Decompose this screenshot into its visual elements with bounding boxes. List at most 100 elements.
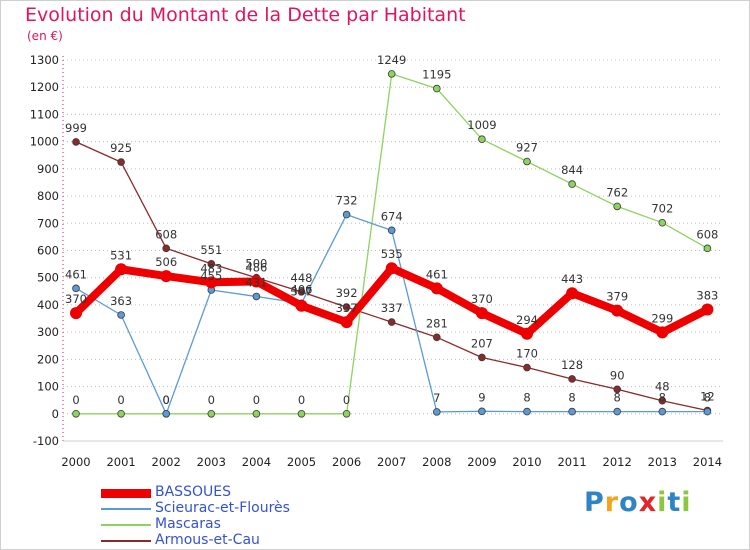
data-label: 506 [155,255,177,269]
y-tick-label: 300 [37,325,59,339]
data-point [117,311,125,319]
x-tick-label: 2012 [603,455,632,469]
data-point [295,299,308,312]
y-tick-label: 400 [37,298,59,312]
data-label: 535 [381,247,403,261]
data-label: 925 [110,141,132,155]
data-point [115,263,128,276]
data-point [568,180,576,188]
y-tick-label: 1100 [30,107,59,121]
y-tick-label: 100 [37,380,59,394]
data-label: 7 [433,391,440,405]
y-tick-label: 0 [52,407,59,421]
data-point [387,226,396,235]
data-label: 8 [523,391,530,405]
data-label: 8 [659,391,666,405]
data-label: 281 [426,316,448,330]
legend-label: Armous-et-Cau [155,532,260,548]
data-point [297,409,306,418]
data-label: 674 [381,209,403,223]
data-label: 0 [117,393,124,407]
x-tick-label: 2008 [422,455,451,469]
data-label: 0 [163,393,170,407]
data-point [385,262,398,275]
data-label: 732 [336,194,358,208]
data-label: 379 [606,290,628,304]
data-label: 337 [381,301,403,315]
data-point [207,260,216,268]
data-point [611,304,624,317]
data-point [613,385,621,394]
x-tick-label: 2014 [693,455,722,469]
data-label: 1249 [377,53,406,67]
y-tick-label: 700 [37,216,59,230]
data-point [568,375,576,383]
data-label: 500 [245,257,267,271]
data-point [523,363,531,372]
x-tick-label: 2007 [377,455,406,469]
x-tick-label: 2002 [152,455,181,469]
data-point [342,303,351,311]
data-label: 0 [253,393,260,407]
logo-letter: r [604,487,620,518]
y-tick-label: 1000 [30,135,59,149]
data-point [162,244,171,253]
data-label: 443 [561,272,583,286]
legend-label: BASSOUES [155,484,231,500]
data-label: 406 [291,282,313,296]
legend-swatch [101,540,151,542]
data-point [250,275,263,288]
data-point [342,210,351,219]
x-tick-label: 2003 [197,455,226,469]
data-point [658,218,667,227]
data-label: 0 [72,393,79,407]
data-point [432,333,441,342]
y-tick-label: -100 [33,434,59,448]
legend-label: Mascaras [155,516,221,532]
data-label: 431 [245,275,267,289]
x-tick-label: 2010 [512,455,541,469]
data-label: 370 [65,292,87,306]
data-label: 370 [471,292,493,306]
data-label: 8 [568,391,575,405]
data-label: 1009 [467,118,496,132]
proxiti-logo: Proxiti [584,487,692,518]
data-point [205,276,218,289]
data-point [432,84,441,93]
data-label: 486 [245,261,267,275]
chart-unit-label: (en €) [27,29,63,43]
data-point [523,407,531,416]
data-label: 363 [110,294,132,308]
data-point [475,307,488,320]
data-point [162,409,171,418]
data-label: 999 [65,121,87,135]
data-point [117,158,125,166]
data-label: 0 [208,393,215,407]
chart-title: Evolution du Montant de la Dette par Hab… [25,4,466,26]
x-tick-label: 2006 [332,455,361,469]
data-point [523,157,531,166]
data-label: 0 [163,393,170,407]
data-point [342,409,351,418]
data-label: 1195 [422,68,451,82]
x-tick-label: 2013 [648,455,677,469]
data-point [432,408,441,416]
data-label: 128 [561,358,583,372]
logo-letter: P [584,487,605,518]
data-point [117,409,125,418]
data-point [658,396,667,405]
x-tick-label: 2004 [242,455,271,469]
data-point [613,202,621,211]
data-label: 337 [336,301,358,315]
data-point [72,284,80,293]
data-label: 461 [426,267,448,281]
data-label: 448 [291,271,313,285]
data-label: 299 [651,311,673,325]
legend-label: Scieurac-et-Flourès [155,500,290,516]
data-label: 844 [561,163,583,177]
data-label: 170 [516,347,538,361]
y-tick-label: 500 [37,271,59,285]
y-tick-label: 200 [37,352,59,366]
logo-letter: t [667,487,682,518]
